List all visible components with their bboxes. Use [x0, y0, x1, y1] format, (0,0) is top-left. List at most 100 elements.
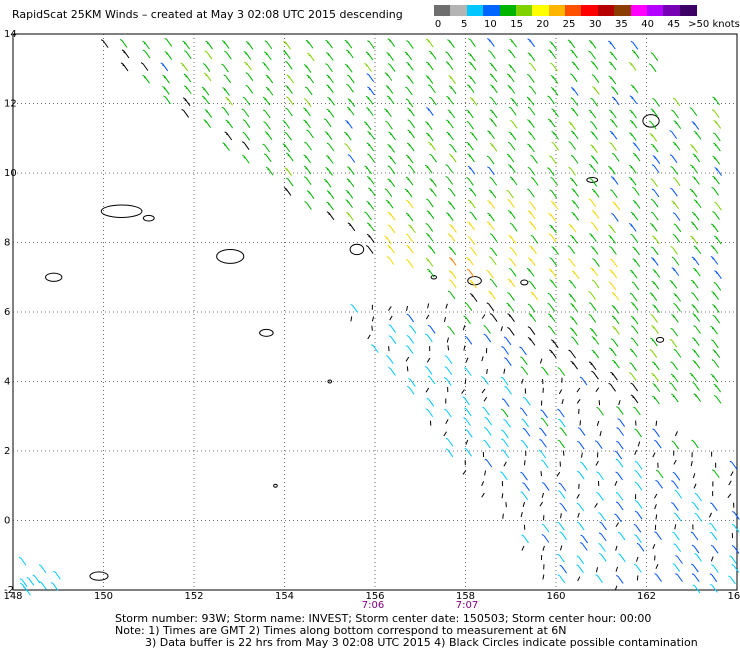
wind-barb-stroke [612, 359, 620, 369]
wind-barb [388, 306, 392, 311]
wind-barb [365, 107, 374, 116]
wind-barb [632, 258, 641, 267]
wind-barb [262, 96, 271, 106]
wind-barb [388, 155, 396, 165]
wind-barb [445, 303, 448, 309]
wind-barb [711, 339, 719, 349]
wind-barb [346, 178, 355, 188]
wind-barb-stroke [481, 356, 484, 362]
wind-barb [650, 337, 658, 347]
wind-barb [630, 40, 639, 50]
wind-barb-stroke [711, 291, 719, 300]
wind-barb-stroke [652, 428, 660, 438]
wind-barb [350, 303, 359, 313]
wind-barb-stroke [508, 64, 516, 73]
wind-barb [465, 357, 469, 363]
wind-barb-stroke [387, 165, 396, 175]
wind-barb-stroke [447, 109, 456, 119]
wind-barb [710, 245, 719, 254]
wind-barb-stroke [570, 316, 578, 325]
wind-barb-stroke [551, 141, 560, 151]
wind-barb [671, 267, 680, 276]
wind-barb [673, 512, 682, 522]
wind-barb-stroke [629, 119, 638, 129]
wind-barb-stroke [631, 281, 640, 291]
wind-barb [596, 491, 604, 501]
wind-barb-stroke [405, 345, 414, 354]
wind-barb-stroke [507, 210, 516, 219]
wind-barb [388, 366, 396, 376]
wind-barb-stroke [714, 167, 722, 176]
wind-barb [615, 501, 624, 511]
wind-barb-stroke [595, 574, 603, 583]
wind-barb [347, 74, 355, 84]
wind-barb [549, 189, 558, 199]
wind-barb-stroke [445, 164, 454, 173]
wind-barb-stroke [550, 74, 559, 84]
wind-barb-stroke [576, 387, 581, 393]
wind-barb-stroke [630, 40, 639, 50]
x-tick-label: 148 [3, 591, 22, 602]
wind-barb-stroke [387, 63, 396, 72]
wind-barb-stroke [201, 95, 210, 105]
wind-barb-stroke [557, 553, 565, 563]
wind-barb-stroke [629, 269, 638, 279]
wind-barb [694, 492, 703, 502]
wind-barb-stroke [447, 345, 450, 351]
wind-barb [559, 427, 567, 436]
wind-barb-stroke [608, 281, 617, 291]
wind-barb [709, 531, 718, 541]
wind-barb [387, 63, 396, 72]
wind-barb-stroke [712, 96, 720, 106]
wind-barb [610, 176, 619, 185]
wind-barb [183, 73, 192, 83]
wind-barb-stroke [570, 360, 578, 370]
wind-barb-stroke [579, 376, 588, 386]
wind-barb-stroke [654, 504, 657, 510]
wind-barb-stroke [670, 245, 678, 255]
wind-barb-stroke [670, 187, 678, 197]
wind-barb-stroke [557, 574, 566, 584]
wind-barb-stroke [591, 188, 600, 198]
wind-barb [617, 531, 626, 541]
wind-barb-stroke [121, 49, 130, 59]
wind-barb [709, 522, 717, 532]
colorbar-label: 45 [667, 19, 681, 30]
wind-barb-stroke [263, 153, 272, 163]
wind-barb-stroke [406, 385, 415, 395]
wind-barb-stroke [693, 325, 701, 334]
wind-barb-stroke [648, 63, 657, 73]
wind-barb-stroke [728, 575, 736, 585]
wind-barb [576, 521, 585, 531]
wind-barb [463, 407, 472, 417]
wind-barb [729, 460, 738, 470]
wind-barb [541, 492, 545, 498]
wind-barb-stroke [598, 512, 606, 521]
wind-barb-stroke [650, 108, 659, 118]
wind-barb [610, 189, 618, 199]
wind-barb [306, 190, 315, 199]
wind-barb-stroke [344, 39, 353, 49]
wind-barb-stroke [671, 267, 680, 276]
wind-barb-stroke [547, 118, 556, 128]
wind-barb [589, 120, 598, 130]
wind-barb [728, 575, 736, 585]
wind-barb-stroke [242, 96, 251, 106]
wind-barb [140, 62, 149, 71]
wind-barb [655, 479, 663, 489]
wind-barb [385, 355, 394, 364]
wind-barb [557, 553, 565, 563]
wind-barb [596, 406, 604, 416]
wind-barb [632, 152, 641, 162]
wind-barb [611, 291, 620, 301]
wind-barb [550, 62, 558, 72]
wind-barb [448, 153, 457, 163]
wind-barb-stroke [326, 190, 335, 200]
wind-barb-stroke [286, 96, 294, 106]
wind-barb [528, 85, 537, 95]
wind-barb-stroke [650, 178, 658, 188]
wind-barb-stroke [579, 420, 581, 426]
wind-barb-stroke [18, 556, 27, 566]
wind-barb [672, 97, 681, 107]
wind-barb [549, 257, 558, 266]
